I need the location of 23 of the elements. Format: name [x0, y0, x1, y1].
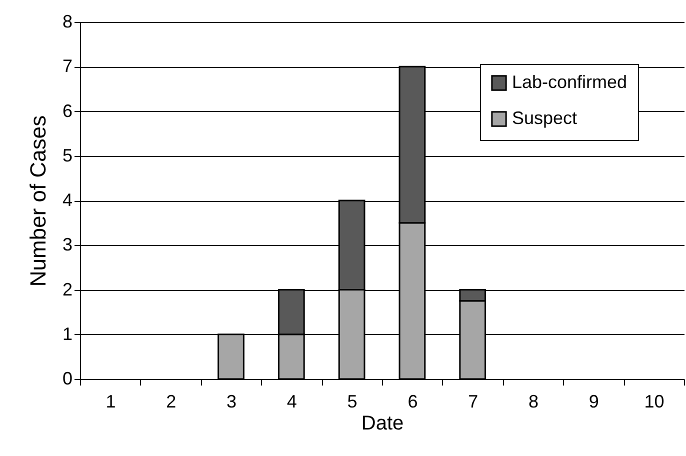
x-tick-label: 8	[528, 392, 539, 412]
x-tick-label: 1	[106, 392, 116, 412]
y-tick-label: 4	[62, 190, 72, 210]
x-axis-title: Date	[361, 412, 404, 434]
x-tick-label: 4	[286, 392, 297, 412]
y-tick-label: 1	[62, 324, 72, 344]
x-tick-label: 3	[226, 392, 237, 412]
x-tick-label: 9	[588, 392, 599, 412]
y-tick-label: 5	[62, 145, 72, 166]
x-tick-label: 2	[166, 392, 176, 412]
x-tick-label: 6	[408, 392, 418, 412]
y-tick-label: 2	[62, 279, 72, 300]
y-tick-label: 3	[62, 234, 72, 255]
y-tick-label: 6	[62, 100, 72, 121]
x-tick-label: 10	[644, 392, 664, 412]
y-axis-title: Number of Cases	[25, 115, 50, 287]
y-tick-label: 7	[62, 56, 72, 76]
y-tick-label: 0	[62, 368, 72, 388]
legend-label: Lab-confirmed	[512, 72, 628, 92]
legend-label: Suspect	[512, 108, 578, 128]
x-tick-label: 5	[347, 392, 358, 412]
y-tick-label: 8	[62, 12, 72, 32]
x-tick-label: 7	[468, 392, 478, 412]
